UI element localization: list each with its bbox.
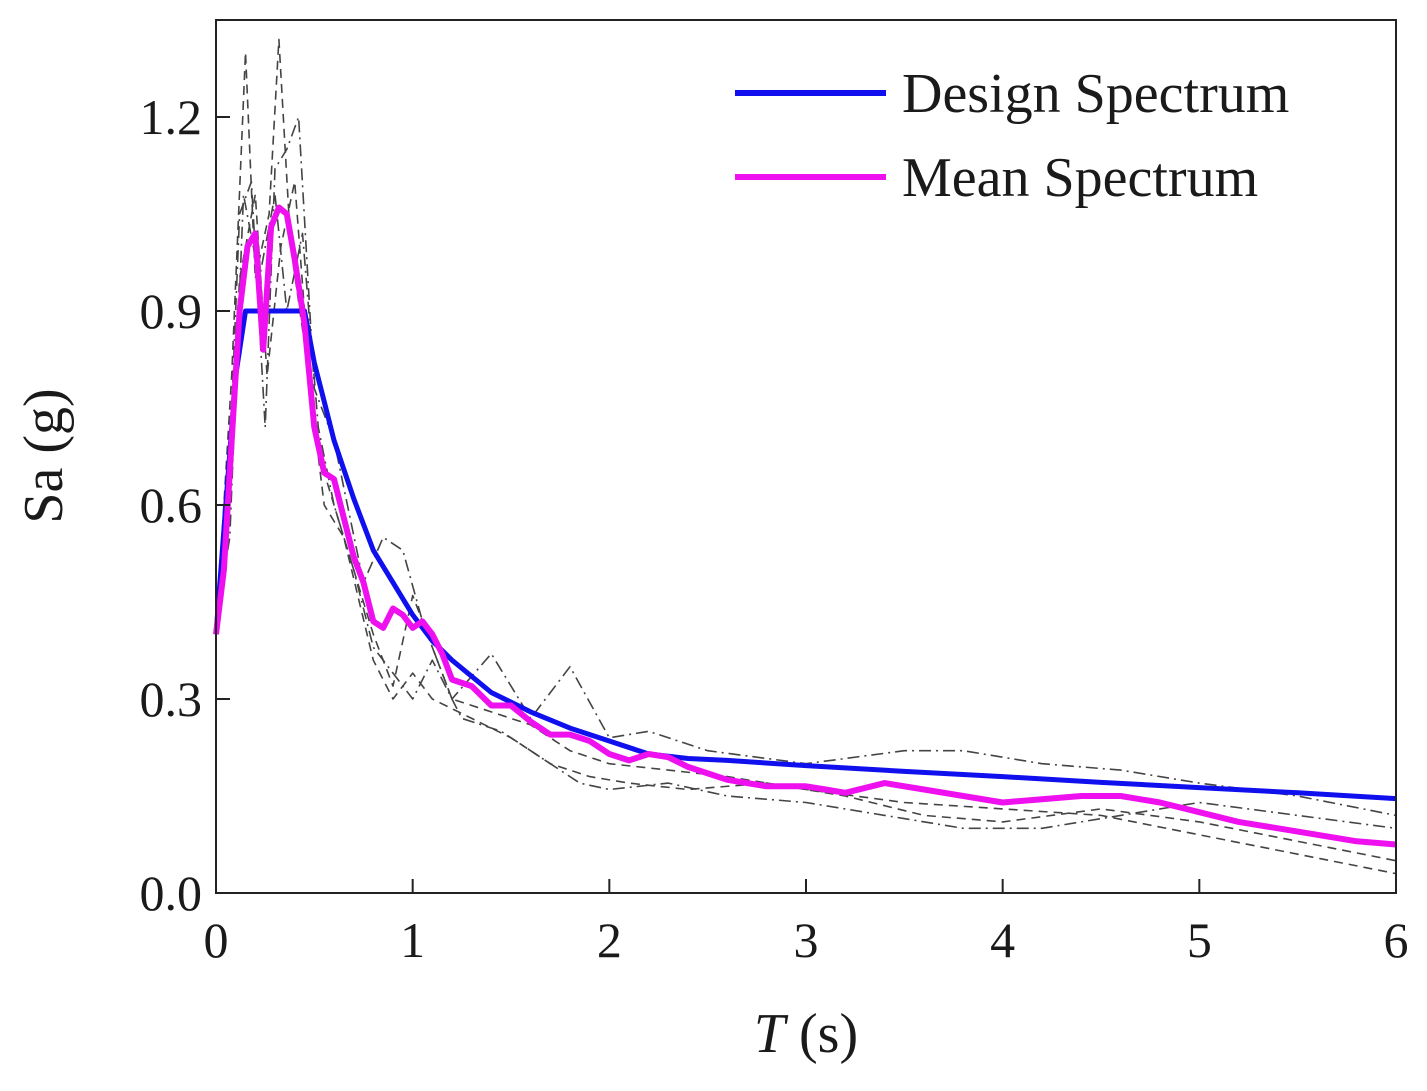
mean-spectrum-line (213, 204, 1397, 848)
y-tick-label: 1.2 (140, 89, 203, 145)
x-tick-label: 5 (1187, 912, 1212, 968)
x-tick-label: 4 (990, 912, 1015, 968)
x-tick-label: 3 (794, 912, 819, 968)
legend-mean-label: Mean Spectrum (902, 147, 1258, 209)
record-4-line (215, 193, 1397, 830)
legend: Design Spectrum Mean Spectrum (735, 63, 1289, 209)
x-tick-label: 1 (400, 912, 425, 968)
x-axis-label: T (s) (754, 1003, 858, 1065)
y-tick-label: 0.9 (140, 283, 203, 339)
y-tick-label: 0.6 (140, 477, 203, 533)
legend-design-label: Design Spectrum (902, 63, 1289, 125)
y-axis-label: Sa (g) (13, 388, 75, 523)
x-tick-label: 6 (1384, 912, 1409, 968)
y-tick-label: 0.0 (140, 865, 203, 921)
y-tick-label: 0.3 (140, 671, 203, 727)
record-1-line (215, 38, 1397, 875)
design-spectrum-line (213, 308, 1397, 802)
x-tick-label: 0 (204, 912, 229, 968)
x-tick-label: 2 (597, 912, 622, 968)
